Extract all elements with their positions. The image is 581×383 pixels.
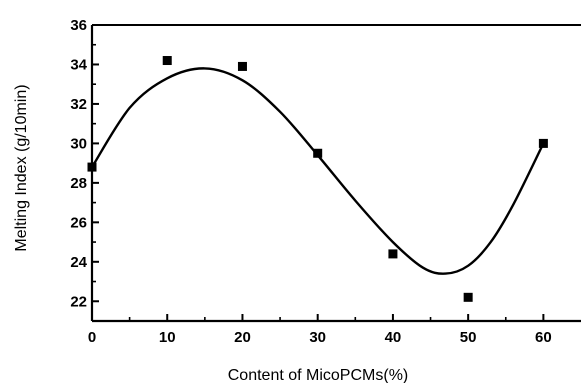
data-point-marker	[538, 138, 548, 148]
y-tick-label: 30	[70, 135, 87, 152]
y-tick-label: 22	[70, 293, 87, 310]
x-tick-label: 60	[535, 329, 552, 346]
y-tick-label: 28	[70, 175, 87, 192]
y-tick-label: 34	[70, 56, 87, 73]
x-axis-title: Content of MicoPCMs(%)	[228, 367, 409, 383]
plot-axes: 22 24 26 28 30 32 34 36 0 10 20 30 40 50 60	[70, 17, 581, 346]
data-point-marker	[313, 148, 323, 158]
x-tick-label: 30	[309, 329, 326, 346]
data-point-marker	[463, 292, 473, 302]
data-point-marker	[388, 249, 398, 259]
x-tick-label: 20	[234, 329, 251, 346]
y-axis-title: Melting Index (g/10min)	[13, 84, 30, 251]
data-point-marker	[87, 162, 97, 172]
y-tick-label: 32	[70, 96, 87, 113]
fit-curve-layer	[90, 67, 545, 275]
data-points-layer	[87, 56, 548, 302]
y-tick-label: 26	[70, 214, 87, 231]
y-tick-label: 24	[70, 254, 87, 271]
data-point-marker	[237, 61, 247, 71]
y-tick-label: 36	[70, 17, 87, 34]
data-point-marker	[162, 56, 172, 66]
fit-curve	[90, 67, 545, 275]
x-tick-label: 40	[385, 329, 402, 346]
x-tick-label: 50	[460, 329, 477, 346]
x-tick-label: 10	[159, 329, 176, 346]
x-tick-label: 0	[88, 329, 96, 346]
